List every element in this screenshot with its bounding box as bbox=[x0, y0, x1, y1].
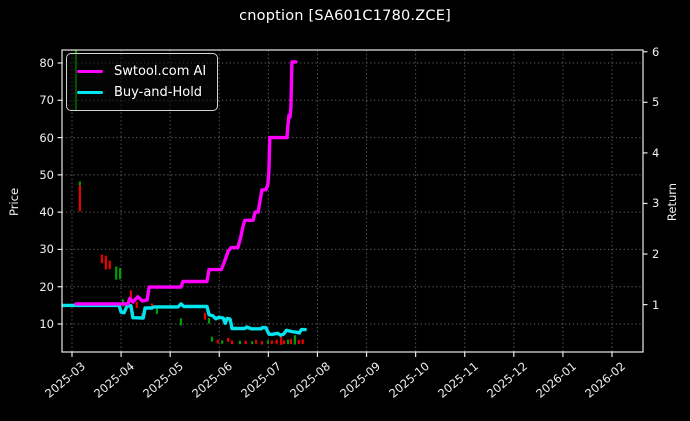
legend-label-ai: Swtool.com AI bbox=[114, 64, 207, 79]
chart-title: cnoption [SA601C1780.ZCE] bbox=[239, 8, 451, 24]
plot-frame bbox=[61, 49, 644, 353]
price-tick-label: 50 bbox=[39, 167, 54, 182]
return-tick-label: 3 bbox=[652, 196, 660, 211]
price-tick-label: 70 bbox=[39, 93, 54, 108]
price-tick-label: 10 bbox=[39, 317, 54, 331]
buyhold-line-swatch-icon bbox=[77, 90, 103, 95]
return-tick-label: 4 bbox=[652, 145, 660, 160]
return-tick-label: 2 bbox=[652, 247, 660, 262]
return-tick-label: 6 bbox=[652, 44, 660, 59]
price-tick-label: 30 bbox=[39, 242, 54, 257]
legend: Swtool.com AI Buy-and-Hold bbox=[66, 53, 218, 111]
return-tick-label: 1 bbox=[652, 297, 660, 312]
legend-entry-ai: Swtool.com AI bbox=[77, 61, 207, 82]
price-tick-label: 20 bbox=[39, 279, 54, 294]
return-tick-label: 5 bbox=[652, 95, 660, 110]
price-tick-label: 80 bbox=[39, 56, 54, 70]
legend-entry-buyhold: Buy-and-Hold bbox=[77, 82, 207, 103]
series-line-buyhold bbox=[62, 302, 307, 337]
series-line-ai bbox=[74, 60, 298, 306]
legend-label-buyhold: Buy-and-Hold bbox=[114, 85, 203, 100]
price-tick-label: 40 bbox=[39, 205, 54, 220]
ai-line-swatch-icon bbox=[77, 69, 103, 74]
price-tick-label: 60 bbox=[39, 130, 54, 145]
